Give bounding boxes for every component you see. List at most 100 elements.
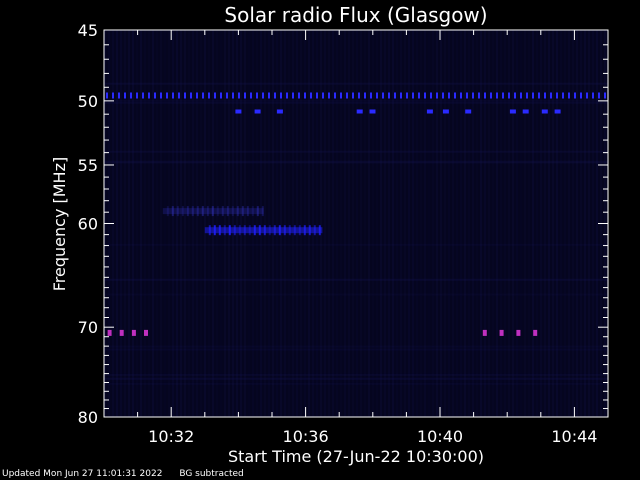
spot: [369, 109, 376, 114]
burst-stripe: [313, 225, 316, 236]
x-tick-label: 10:36: [283, 427, 329, 446]
texture-column: [484, 30, 486, 417]
texture-column: [572, 30, 574, 417]
burst-stripe: [191, 206, 194, 217]
texture-column: [164, 30, 166, 417]
texture-row: [104, 82, 608, 85]
texture-column: [384, 30, 386, 417]
texture-column: [252, 30, 254, 417]
spot: [276, 109, 283, 114]
burst-stripe: [288, 225, 291, 236]
texture-column: [540, 30, 542, 417]
burst-stripe: [181, 206, 184, 217]
x-tick-label: 10:40: [417, 427, 463, 446]
band-dash: [286, 92, 288, 99]
texture-column: [160, 30, 162, 417]
band-dash: [232, 92, 234, 99]
burst-stripe: [308, 225, 311, 236]
texture-row: [104, 345, 608, 348]
texture-column: [328, 30, 330, 417]
texture-column: [244, 30, 246, 417]
texture-column: [412, 30, 414, 417]
burst-stripe: [171, 206, 174, 217]
spectrogram-features: [106, 92, 606, 336]
spot: [119, 329, 124, 336]
feature-0: [106, 92, 606, 99]
spot: [442, 109, 449, 114]
burst-stripe: [273, 225, 276, 236]
texture-column: [116, 30, 118, 417]
chart-title: Solar radio Flux (Glasgow): [224, 3, 487, 27]
texture-column: [180, 30, 182, 417]
y-tick-label: 55: [78, 156, 98, 175]
spot: [131, 329, 136, 336]
band-dash: [160, 92, 162, 99]
band-dash: [256, 92, 258, 99]
texture-column: [408, 30, 410, 417]
burst-stripe: [231, 206, 234, 217]
band-dash: [376, 92, 378, 99]
texture-column: [372, 30, 374, 417]
texture-column: [500, 30, 502, 417]
band-dash: [586, 92, 588, 99]
burst-stripe: [236, 206, 239, 217]
spot: [541, 109, 548, 114]
texture-column: [140, 30, 142, 417]
band-dash: [550, 92, 552, 99]
texture-column: [376, 30, 378, 417]
burst-stripe: [256, 206, 259, 217]
band-dash: [454, 92, 456, 99]
texture-row: [104, 160, 608, 163]
band-dash: [124, 92, 126, 99]
band-dash: [166, 92, 168, 99]
band-dash: [436, 92, 438, 99]
texture-row: [104, 243, 608, 246]
burst-stripe: [223, 225, 226, 236]
burst-band: [162, 208, 264, 215]
band-dash: [184, 92, 186, 99]
band-dash: [154, 92, 156, 99]
spot: [254, 109, 261, 114]
texture-column: [556, 30, 558, 417]
texture-column: [192, 30, 194, 417]
texture-column: [156, 30, 158, 417]
texture-column: [128, 30, 130, 417]
texture-column: [284, 30, 286, 417]
spot: [465, 109, 472, 114]
texture-row: [104, 161, 608, 164]
burst-stripe: [243, 225, 246, 236]
band-dash: [418, 92, 420, 99]
y-tick-label: 80: [78, 408, 98, 427]
texture-column: [264, 30, 266, 417]
texture-column: [396, 30, 398, 417]
band-dash: [520, 92, 522, 99]
texture-column: [216, 30, 218, 417]
band-dash: [370, 92, 372, 99]
texture-column: [508, 30, 510, 417]
texture-column: [388, 30, 390, 417]
texture-column: [584, 30, 586, 417]
texture-column: [560, 30, 562, 417]
band-dash: [556, 92, 558, 99]
texture-column: [188, 30, 190, 417]
band-dash: [502, 92, 504, 99]
texture-column: [492, 30, 494, 417]
spot: [516, 329, 521, 336]
burst-stripe: [233, 225, 236, 236]
band-dash: [142, 92, 144, 99]
band-dash: [136, 92, 138, 99]
texture-column: [440, 30, 442, 417]
band-dash: [130, 92, 132, 99]
burst-stripe: [253, 225, 256, 236]
spot: [533, 329, 538, 336]
texture-column: [352, 30, 354, 417]
texture-column: [204, 30, 206, 417]
texture-column: [136, 30, 138, 417]
texture-column: [456, 30, 458, 417]
texture-column: [148, 30, 150, 417]
texture-column: [476, 30, 478, 417]
x-axis: 10:32 10:36 10:40 10:44: [137, 30, 597, 446]
texture-column: [568, 30, 570, 417]
texture-column: [552, 30, 554, 417]
